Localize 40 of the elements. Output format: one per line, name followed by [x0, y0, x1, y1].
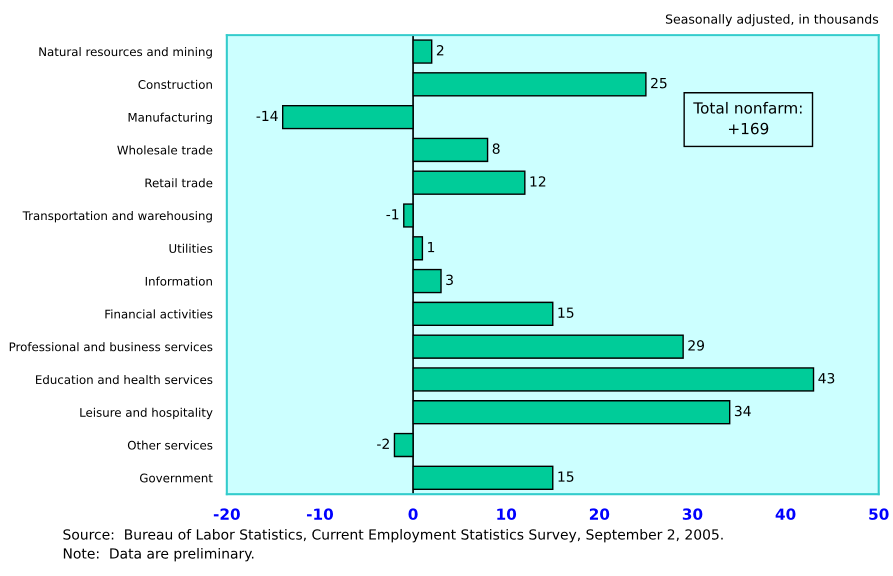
y-tick-label: Financial activities — [105, 309, 212, 319]
data-label: 34 — [734, 406, 751, 416]
data-label: 1 — [428, 242, 434, 252]
y-tick-label: Government — [140, 474, 213, 482]
y-tick-label: Education and health services — [36, 374, 212, 384]
data-label: -1 — [386, 209, 398, 220]
y-tick-label: Utilities — [170, 244, 212, 253]
y-tick-label: Information — [146, 276, 212, 286]
source-note: Source: Bureau of Labor Statistics, Current Employment Statistics Survey, September 2, 2005. — [63, 528, 723, 542]
text: Note: Data are preliminary. — [64, 548, 254, 562]
data-label: 43 — [818, 372, 834, 384]
y-tick-label: Manufacturing — [128, 112, 212, 124]
data-label: 25 — [651, 78, 667, 88]
y-tick-label: Retail trade — [146, 178, 212, 188]
data-label: 15 — [558, 472, 574, 482]
x-tick-label: 20 — [590, 508, 610, 520]
x-tick-label: 50 — [869, 508, 889, 520]
data-label: 2 — [436, 45, 444, 56]
data-label: 8 — [492, 143, 500, 154]
y-tick-label: Natural resources and mining — [39, 47, 212, 58]
y-tick-label: Professional and business services — [10, 342, 212, 352]
data-label: 29 — [688, 340, 704, 351]
data-label: 12 — [530, 176, 546, 187]
data-label: -2 — [377, 438, 389, 449]
x-tick-label: 30 — [682, 508, 702, 520]
y-tick-label: Leisure and hospitality — [80, 408, 213, 420]
x-tick-label: -10 — [306, 508, 334, 520]
x-tick-label: 0 — [408, 508, 418, 520]
x-tick-label: -20 — [214, 508, 240, 520]
chart-subtitle: Seasonally adjusted, in thousands — [666, 14, 878, 26]
x-tick-label: 10 — [497, 508, 516, 520]
y-tick-label: Transportation and warehousing — [22, 211, 212, 222]
y-tick-label: Construction — [138, 80, 212, 89]
data-label: -14 — [256, 110, 278, 121]
y-tick-label: Wholesale trade — [117, 145, 212, 155]
y-tick-label: Other services — [128, 440, 212, 450]
x-tick-label: 40 — [776, 508, 796, 520]
annotation: Total nonfarm: +169 — [693, 102, 802, 134]
data-label: 3 — [446, 274, 453, 286]
data-label: 15 — [558, 308, 574, 318]
